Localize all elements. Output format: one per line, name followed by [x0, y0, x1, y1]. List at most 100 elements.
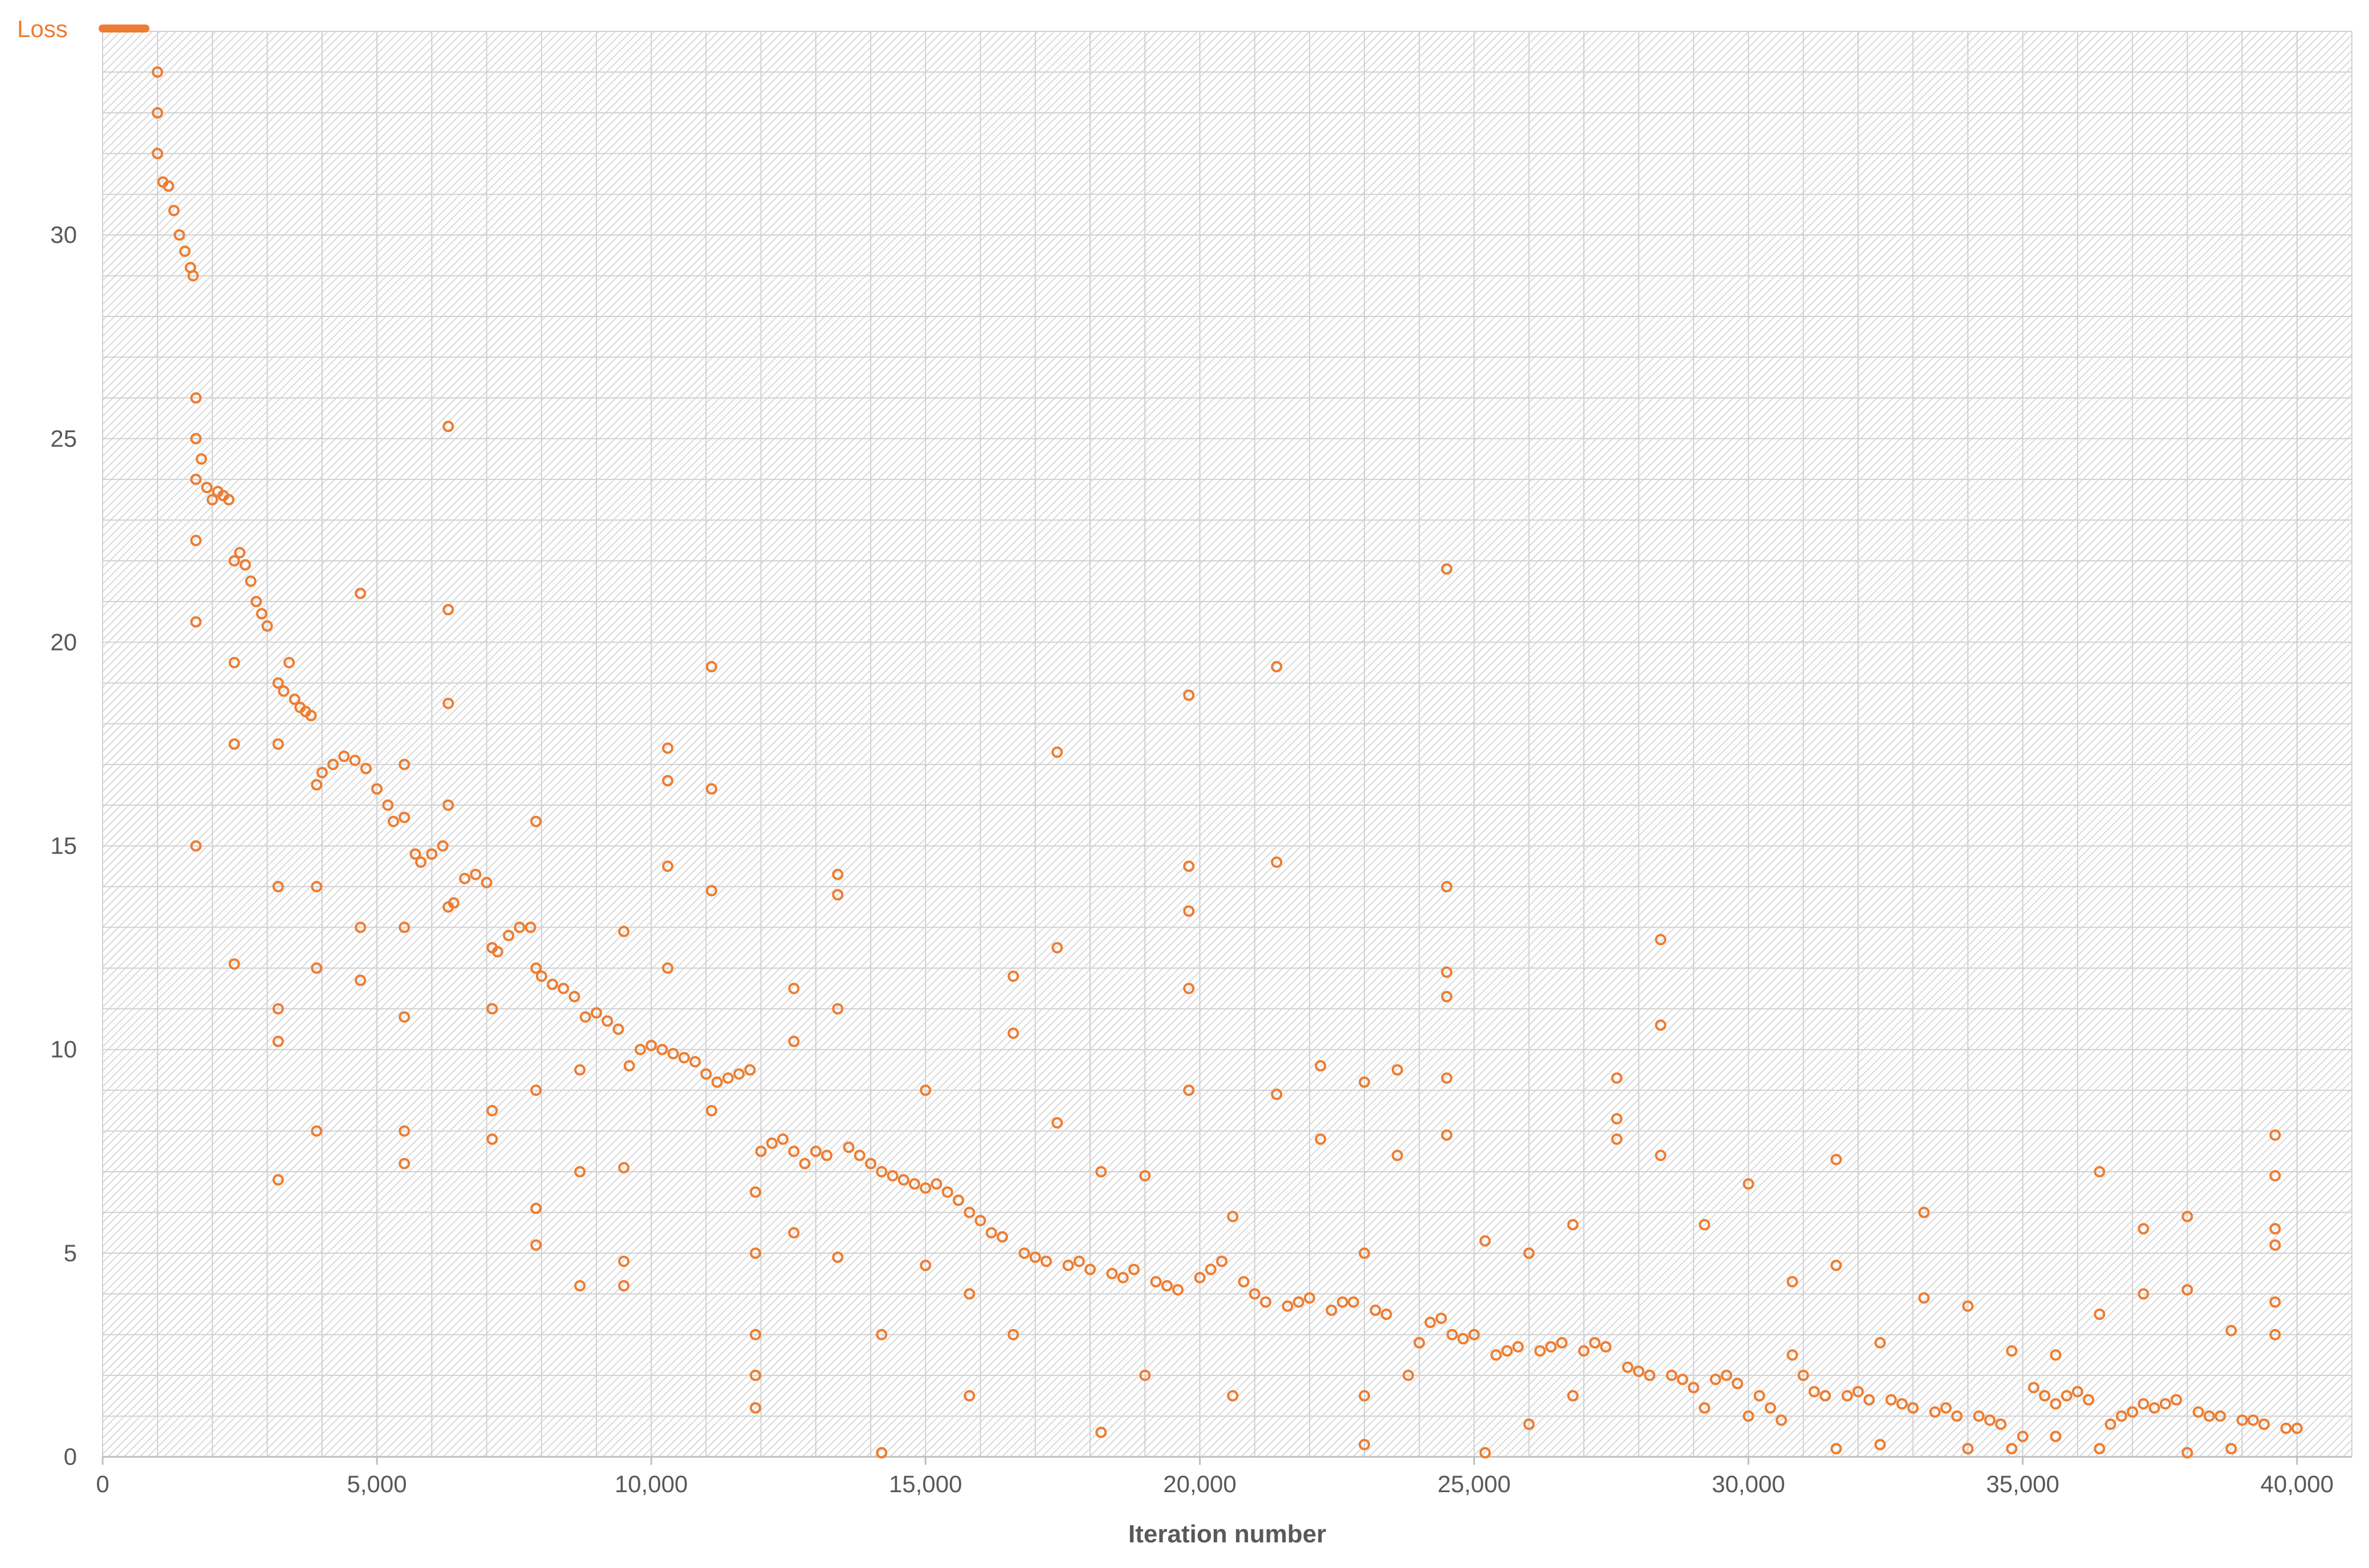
data-point	[1370, 1304, 1381, 1316]
data-point	[2148, 1402, 2160, 1414]
data-point	[1962, 1443, 1974, 1455]
data-point	[173, 229, 185, 241]
data-point	[442, 604, 454, 616]
data-point	[382, 799, 394, 811]
data-point	[706, 1104, 717, 1116]
data-point	[1896, 1398, 1908, 1410]
data-point	[1041, 1256, 1052, 1268]
data-point	[2269, 1170, 2281, 1182]
data-point	[1830, 1443, 1842, 1455]
data-point	[2247, 1414, 2259, 1426]
data-point	[190, 473, 202, 485]
data-point	[706, 885, 717, 897]
data-point	[1336, 1296, 1348, 1308]
data-point	[1457, 1333, 1469, 1344]
data-point	[777, 1133, 789, 1145]
legend: Loss	[17, 15, 149, 42]
data-point	[525, 921, 537, 933]
data-point	[399, 1011, 411, 1023]
data-point	[1194, 1272, 1206, 1283]
data-point	[750, 1247, 761, 1259]
data-point	[1501, 1345, 1513, 1357]
x-tick-label: 40,000	[2261, 1470, 2334, 1497]
data-point	[272, 1174, 284, 1186]
data-point	[168, 205, 180, 217]
data-point	[1918, 1292, 1930, 1304]
data-point	[810, 1145, 822, 1157]
data-point	[1441, 881, 1453, 892]
data-point	[415, 856, 427, 868]
data-point	[1441, 1072, 1453, 1084]
data-point	[486, 1133, 498, 1145]
data-point	[662, 860, 674, 872]
data-point	[1556, 1337, 1568, 1348]
data-point	[2115, 1410, 2127, 1422]
data-point	[272, 881, 284, 892]
data-point	[788, 1227, 800, 1239]
data-point	[1216, 1256, 1228, 1268]
legend-label-loss: Loss	[17, 15, 68, 42]
data-point	[1161, 1280, 1173, 1291]
data-point	[316, 767, 328, 778]
data-point	[750, 1370, 761, 1382]
y-tick-label: 25	[50, 425, 77, 452]
data-point	[327, 758, 339, 770]
data-point	[1282, 1300, 1294, 1312]
data-point	[2269, 1296, 2281, 1308]
data-point	[2159, 1398, 2171, 1410]
data-point	[1249, 1288, 1261, 1300]
data-point	[2050, 1431, 2062, 1443]
x-tick-label: 25,000	[1437, 1470, 1510, 1497]
data-point	[612, 1023, 624, 1035]
data-point	[722, 1072, 734, 1084]
data-point	[974, 1214, 986, 1226]
data-point	[876, 1329, 888, 1340]
data-point	[2181, 1447, 2193, 1459]
data-point	[1073, 1256, 1085, 1268]
data-point	[1007, 1329, 1019, 1340]
data-point	[1359, 1439, 1370, 1451]
data-point	[1973, 1410, 1985, 1422]
data-point	[234, 547, 246, 559]
data-point	[667, 1047, 679, 1059]
data-point	[1007, 970, 1019, 982]
x-tick-label: 35,000	[1986, 1470, 2059, 1497]
data-point	[832, 1003, 844, 1015]
data-point	[2027, 1382, 2039, 1394]
data-point	[311, 962, 323, 974]
data-point	[1441, 990, 1453, 1002]
data-point	[1183, 982, 1195, 994]
data-point	[530, 1239, 542, 1251]
data-point	[190, 840, 202, 852]
data-point	[766, 1138, 778, 1149]
plot-area	[103, 31, 2352, 1457]
data-point	[2061, 1390, 2073, 1402]
data-point	[2214, 1410, 2226, 1422]
data-point	[1929, 1406, 1941, 1418]
data-point	[920, 1260, 932, 1272]
data-point	[623, 1060, 635, 1072]
data-point	[530, 1203, 542, 1214]
data-point	[355, 587, 367, 599]
data-point	[645, 1039, 657, 1051]
data-point	[1688, 1382, 1700, 1394]
data-point	[876, 1166, 888, 1177]
data-point	[1874, 1337, 1886, 1348]
data-point	[272, 1003, 284, 1015]
data-point	[1271, 856, 1283, 868]
data-point	[1567, 1390, 1579, 1402]
data-point	[832, 868, 844, 880]
data-point	[530, 962, 542, 974]
data-point	[1359, 1076, 1370, 1088]
data-point	[371, 783, 383, 795]
data-point	[2269, 1223, 2281, 1234]
data-point	[1797, 1370, 1809, 1382]
data-point	[311, 1125, 323, 1137]
data-point	[1830, 1153, 1842, 1165]
data-point	[399, 758, 411, 770]
data-point	[1391, 1149, 1403, 1161]
data-point	[1698, 1402, 1710, 1414]
data-point	[832, 889, 844, 901]
data-points	[152, 66, 2303, 1459]
